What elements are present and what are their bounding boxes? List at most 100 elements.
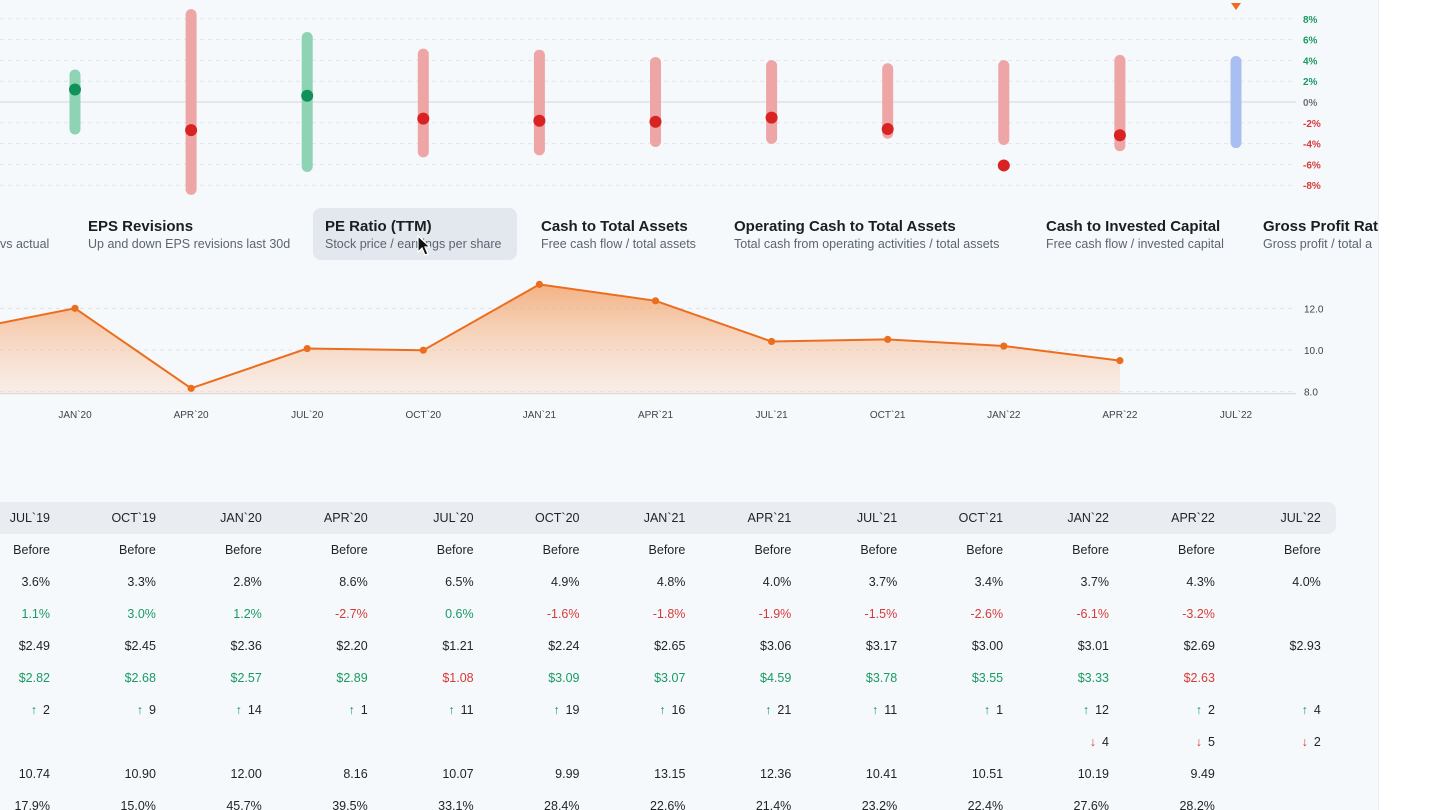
table-cell: 2.8% [233,575,262,589]
table-cell: -2.6% [970,607,1004,621]
metric-tab-title: PE Ratio (TTM) [325,218,432,235]
table-cell: 9.49 [1190,767,1215,781]
revisions-up-cell: ↑ 21 [701,703,791,717]
metric-tab-title: Gross Profit Ratio [1263,218,1378,235]
metric-tab[interactable]: PE Ratio (TTM) Stock price / earnings per… [313,208,517,260]
revision-count: 16 [671,703,686,717]
table-cell: Before [1178,543,1215,557]
metric-tab[interactable]: Cash to Total Assets Free cash flow / tot… [529,208,696,260]
table-cell: 12.00 [230,767,262,781]
arrow-up-icon: ↑ [983,703,991,717]
area-fill [0,284,1120,394]
metric-tab[interactable]: EPS Revisions Up and down EPS revisions l… [76,208,290,260]
column-header[interactable]: OCT`21 [958,511,1004,525]
mouse-cursor-icon [417,235,432,256]
area-data-point[interactable] [651,297,660,305]
table-cell: 22.6% [649,799,686,810]
arrow-up-icon: ↑ [136,703,143,717]
area-y-tick-label: 12.0 [1304,304,1324,315]
table-cell: Before [966,543,1004,557]
area-data-point[interactable] [768,337,776,346]
table-cell: Before [436,543,474,557]
pe-ratio-chart: JAN`20 APR`20 JUL`20 OCT`20 JAN`21 APR`21 JUL`… [0,280,1324,421]
table-cell: 3.3% [127,575,156,589]
arrow-up-icon: ↑ [1301,703,1308,717]
table-cell: $3.01 [1077,639,1109,653]
table-cell: 21.4% [755,799,792,810]
column-header[interactable]: APR`22 [1171,511,1215,525]
column-header[interactable]: JAN`20 [220,511,262,525]
revision-count: 2 [1207,703,1215,717]
table-cell: 0.6% [445,607,474,621]
area-data-point[interactable] [884,335,892,343]
column-header[interactable]: JUL`22 [1280,511,1321,525]
area-data-point[interactable] [419,346,427,354]
metric-tab[interactable]: vs actual [0,208,49,260]
metric-tab-subtitle: Up and down EPS revisions last 30d [88,237,291,251]
column-header[interactable]: OCT`19 [111,511,156,525]
table-cell: $2.65 [654,639,686,653]
column-header[interactable]: APR`21 [747,511,792,525]
revision-count: 19 [565,703,580,717]
revision-count: 9 [148,703,156,717]
table-cell: -3.2% [1182,607,1215,621]
surprise-point[interactable] [997,159,1010,172]
table-cell: 27.6% [1073,799,1109,810]
column-header[interactable]: JUL`19 [9,511,50,525]
arrow-up-icon: ↑ [553,703,560,717]
area-data-point[interactable] [187,384,195,392]
table-cell: $3.06 [760,639,792,653]
arrow-down-icon: ↓ [1301,735,1308,749]
scroll-gutter[interactable] [1378,0,1440,810]
area-data-point[interactable] [1116,357,1124,365]
column-header[interactable]: JUL`21 [856,511,898,525]
revisions-down-cell: ↓ 2 [1231,735,1321,749]
surprise-point[interactable] [765,111,778,124]
column-header[interactable]: JAN`21 [643,511,686,525]
area-x-tick-label: JAN`21 [523,409,557,421]
surprise-point[interactable] [301,89,314,102]
column-header[interactable]: JAN`22 [1067,511,1109,525]
surprise-point[interactable] [69,83,81,96]
revision-count: 4 [1102,735,1109,749]
area-x-tick-label: JUL`20 [291,409,324,421]
column-header[interactable]: APR`20 [323,511,368,525]
table-cell: Before [860,543,898,557]
arrow-up-icon: ↑ [348,703,355,717]
table-cell: 10.74 [18,767,50,781]
table-cell: 45.7% [226,799,262,810]
table-cell: Before [1283,543,1321,557]
metric-tab-title: EPS Revisions [88,218,194,235]
surprise-point[interactable] [417,112,430,125]
range-y-tick-label: -4% [1303,140,1321,151]
area-data-point[interactable] [303,344,311,353]
table-cell: Before [648,543,686,557]
metric-tab[interactable]: Operating Cash to Total Assets Total cash… [722,208,999,260]
current-period-marker [1231,3,1241,10]
area-data-point[interactable] [535,280,544,288]
column-header[interactable]: JUL`20 [433,511,474,525]
table-cell: 4.0% [762,575,792,589]
surprise-point[interactable] [1113,129,1126,142]
area-data-point[interactable] [71,304,79,312]
revisions-down-cell: ↓ 4 [1019,735,1109,749]
metric-tab[interactable]: Cash to Invested Capital Free cash flow /… [1034,208,1224,260]
table-cell: 10.19 [1077,767,1109,781]
area-data-point[interactable] [1000,342,1008,350]
column-header[interactable]: OCT`20 [535,511,580,525]
surprise-point[interactable] [185,124,198,137]
table-cell: 28.2% [1179,799,1215,810]
surprise-point[interactable] [881,123,894,136]
table-cell: 10.41 [865,767,898,781]
table-cell: 6.5% [445,575,474,589]
surprise-point[interactable] [649,115,662,128]
revisions-up-cell: ↑ 12 [1019,703,1109,717]
revisions-up-cell: ↑ 11 [807,703,897,717]
metric-tab[interactable]: Gross Profit Ratio Gross profit / total a [1251,208,1378,260]
revision-count: 1 [996,703,1004,717]
table-cell: 10.51 [971,767,1004,781]
revision-count: 4 [1313,703,1321,717]
arrow-up-icon: ↑ [1082,703,1090,717]
surprise-point[interactable] [533,114,546,127]
table-cell: 10.90 [124,767,156,781]
